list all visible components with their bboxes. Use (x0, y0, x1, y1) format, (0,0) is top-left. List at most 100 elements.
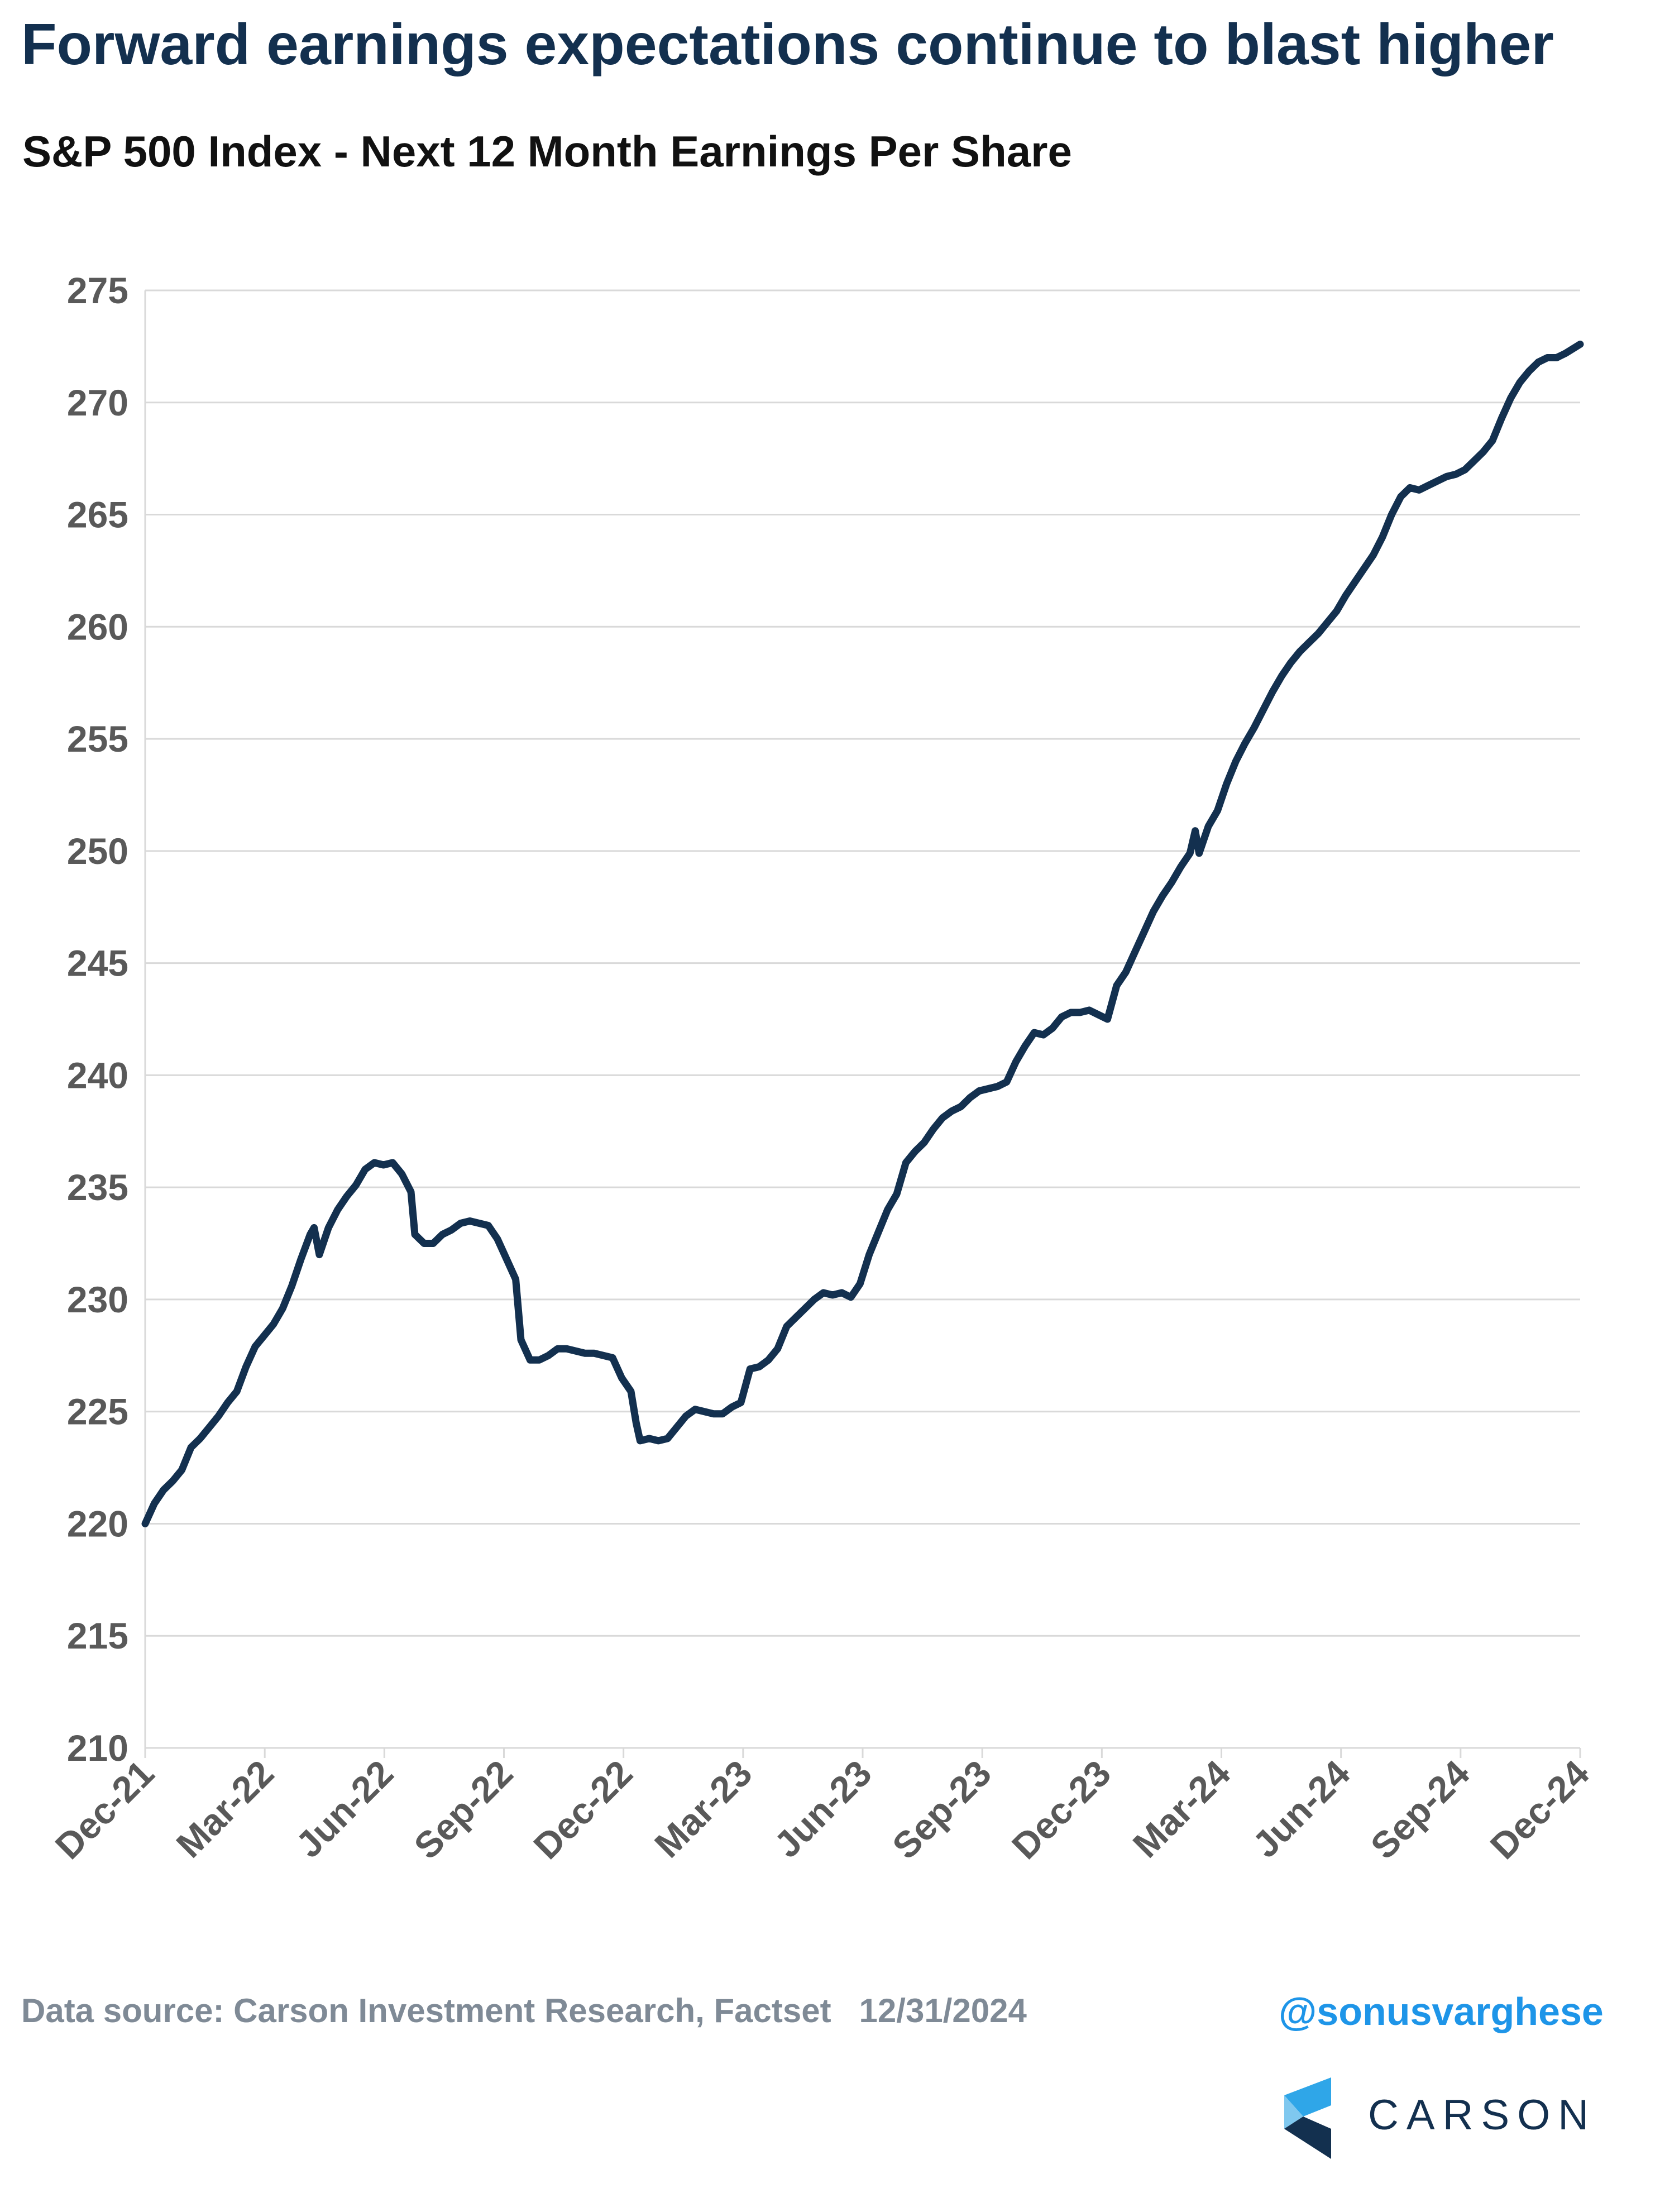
data-point (857, 1280, 864, 1287)
data-point (701, 1408, 708, 1415)
data-point (1067, 1009, 1074, 1016)
x-tick-label: Dec-21 (47, 1752, 162, 1867)
data-point (829, 1291, 836, 1298)
y-tick-label: 275 (67, 270, 128, 311)
data-point (747, 1365, 754, 1373)
author-handle[interactable]: @sonusvarghese (1279, 1990, 1604, 2033)
data-point (1003, 1078, 1010, 1086)
data-point (215, 1412, 222, 1420)
y-tick-label: 210 (67, 1727, 128, 1769)
data-point (1562, 350, 1570, 357)
data-point (412, 1231, 418, 1238)
data-point (527, 1356, 534, 1364)
carson-logo-icon (1284, 2077, 1331, 2159)
x-tick-label: Mar-23 (647, 1752, 760, 1866)
data-point (178, 1466, 185, 1474)
data-point (448, 1226, 455, 1234)
data-point (1544, 354, 1551, 361)
data-point (1278, 672, 1285, 680)
x-tick-label: Dec-23 (1004, 1752, 1118, 1867)
data-point (1168, 879, 1175, 886)
data-point (645, 1435, 653, 1442)
x-tick-label: Mar-24 (1125, 1752, 1238, 1865)
line-chart: 210 215 220 225 230 235 240 245 250 255 260 265 270 2… (47, 270, 1597, 1867)
data-point (1324, 619, 1331, 626)
data-point (1471, 457, 1478, 465)
data-point (737, 1399, 744, 1406)
x-tick-label: Jun-24 (1245, 1752, 1358, 1865)
data-point (820, 1289, 827, 1296)
data-point (1480, 448, 1487, 456)
chart-title: Forward earnings expectations continue t… (21, 12, 1554, 77)
data-point (811, 1296, 818, 1303)
data-point (429, 1240, 437, 1247)
gridlines (145, 289, 1580, 1637)
data-point (503, 1255, 510, 1263)
data-point (673, 1423, 680, 1431)
data-point (957, 1103, 964, 1110)
data-point (1525, 367, 1533, 375)
data-point (1223, 780, 1230, 787)
data-point (1122, 968, 1130, 976)
data-point (591, 1350, 598, 1357)
data-point (563, 1345, 571, 1353)
data-point (1379, 533, 1386, 541)
chart-subtitle: S&P 500 Index - Next 12 Month Earnings P… (22, 127, 1072, 176)
data-point (1195, 849, 1203, 857)
data-point (1031, 1029, 1038, 1036)
data-point (728, 1403, 735, 1411)
data-point (893, 1191, 900, 1198)
data-point (169, 1478, 176, 1485)
data-point (792, 1314, 800, 1321)
data-point (1305, 639, 1313, 646)
data-point (1104, 1016, 1111, 1023)
data-point (783, 1323, 790, 1330)
y-tick-label: 260 (67, 606, 128, 647)
data-point (224, 1399, 231, 1406)
data-point (801, 1305, 809, 1312)
data-point (325, 1224, 332, 1231)
x-tick-label: Sep-24 (1362, 1752, 1477, 1867)
data-point (1141, 928, 1148, 935)
data-point (535, 1356, 543, 1364)
data-point (655, 1437, 662, 1444)
x-tick-label: Mar-22 (168, 1752, 281, 1866)
data-point (233, 1388, 241, 1395)
data-point (371, 1159, 378, 1166)
data-point (1214, 807, 1221, 814)
data-point (847, 1293, 854, 1301)
data-point (1452, 471, 1460, 478)
data-point (420, 1240, 428, 1247)
data-point (1040, 1031, 1047, 1039)
source-text: Data source: Carson Investment Research,… (21, 1992, 831, 2029)
data-point (911, 1148, 918, 1155)
y-tick-label: 215 (67, 1615, 128, 1656)
data-point (205, 1423, 213, 1431)
y-tick-label: 235 (67, 1167, 128, 1208)
data-point (261, 1332, 268, 1339)
data-point (1159, 892, 1166, 900)
data-point (288, 1282, 295, 1289)
data-point (1553, 354, 1560, 361)
data-point (1315, 630, 1322, 637)
data-point (710, 1410, 717, 1417)
data-point (1507, 394, 1514, 402)
x-axis-ticks: Dec-21 Mar-22 Jun-22 Sep-22 Dec-22 Mar-23 Jun-… (47, 1752, 1597, 1867)
data-point (408, 1188, 414, 1196)
data-point (1407, 484, 1414, 491)
data-point (1260, 706, 1267, 713)
x-tick-label: Jun-22 (288, 1752, 401, 1866)
data-point (1577, 341, 1584, 348)
data-point (902, 1159, 910, 1166)
data-point (1058, 1014, 1065, 1020)
data-point (160, 1487, 167, 1494)
data-point (494, 1235, 501, 1243)
data-point (1049, 1025, 1056, 1032)
data-point (361, 1166, 369, 1173)
carson-logo-text: CARSON (1368, 2091, 1597, 2139)
x-tick-label: Sep-23 (884, 1752, 999, 1867)
data-point (307, 1231, 314, 1238)
data-point (1287, 659, 1294, 666)
data-point (545, 1352, 552, 1359)
data-point (352, 1182, 360, 1189)
